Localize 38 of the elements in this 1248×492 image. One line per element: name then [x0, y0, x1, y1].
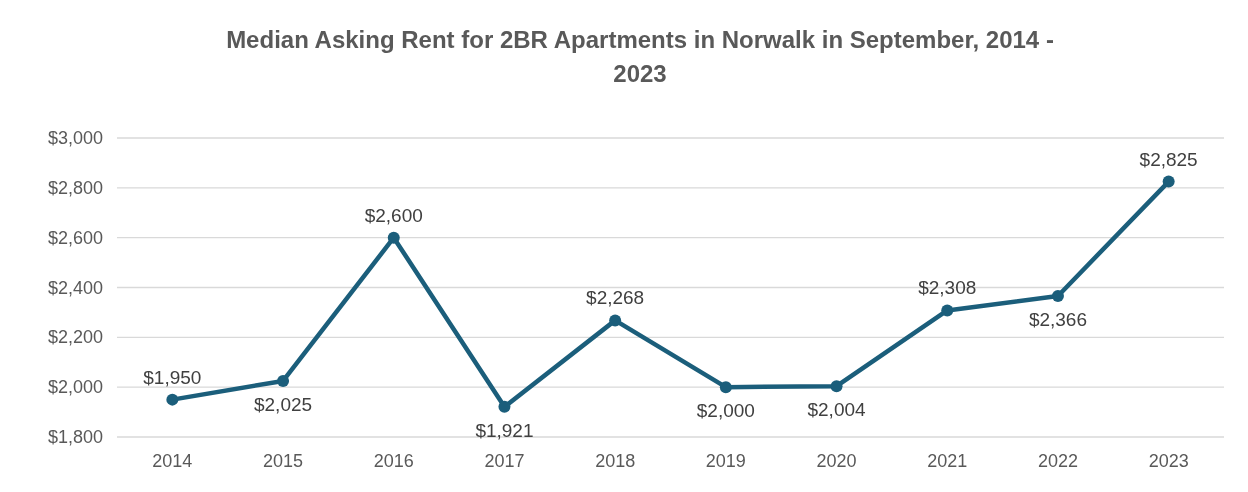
text: $1,950: [143, 366, 202, 388]
x-tick-label: 2021: [927, 451, 968, 471]
x-tick-label: 2016: [373, 451, 414, 471]
x-tick-label: 2023: [1148, 451, 1189, 471]
point: [166, 393, 179, 406]
chart-title: Median Asking Rent for 2BR Apartments in Norwalk in September, 2014 - 2023: [226, 26, 1054, 87]
text: $2,025: [253, 393, 313, 415]
text: $2,366: [1028, 308, 1088, 330]
text: $2,600: [364, 204, 423, 226]
y-tick-label: $2,800: [47, 177, 103, 198]
y-tick-label: $2,400: [47, 277, 103, 298]
x-tick-label: 2020: [816, 451, 857, 471]
text: $2,000: [696, 400, 755, 422]
y-tick-label: $3,000: [47, 128, 103, 148]
x-tick-label: 2022: [1037, 451, 1078, 471]
text: $2,825: [1139, 148, 1198, 170]
point: [1162, 175, 1175, 188]
point: [277, 374, 290, 387]
point: [719, 381, 732, 394]
x-tick-label: 2017: [484, 451, 525, 471]
point: [609, 314, 622, 327]
text: $2,268: [586, 287, 645, 309]
x-tick-label: 2015: [263, 451, 304, 471]
text: $2,004: [807, 399, 866, 421]
x-tick-label: 2019: [705, 451, 746, 471]
x-tick-label: 2014: [152, 451, 193, 471]
y-tick-label: $2,600: [47, 227, 103, 248]
point: [498, 400, 511, 413]
point: [387, 231, 400, 244]
point: [830, 380, 843, 393]
text: $2,308: [918, 277, 977, 299]
point: [1051, 289, 1064, 302]
text: $1,921: [475, 419, 534, 441]
y-tick-label: $2,000: [47, 377, 103, 398]
y-tick-label: $2,200: [47, 327, 103, 348]
point: [941, 304, 954, 317]
x-tick-label: 2018: [595, 451, 636, 471]
y-tick-label: $1,800: [47, 427, 103, 447]
